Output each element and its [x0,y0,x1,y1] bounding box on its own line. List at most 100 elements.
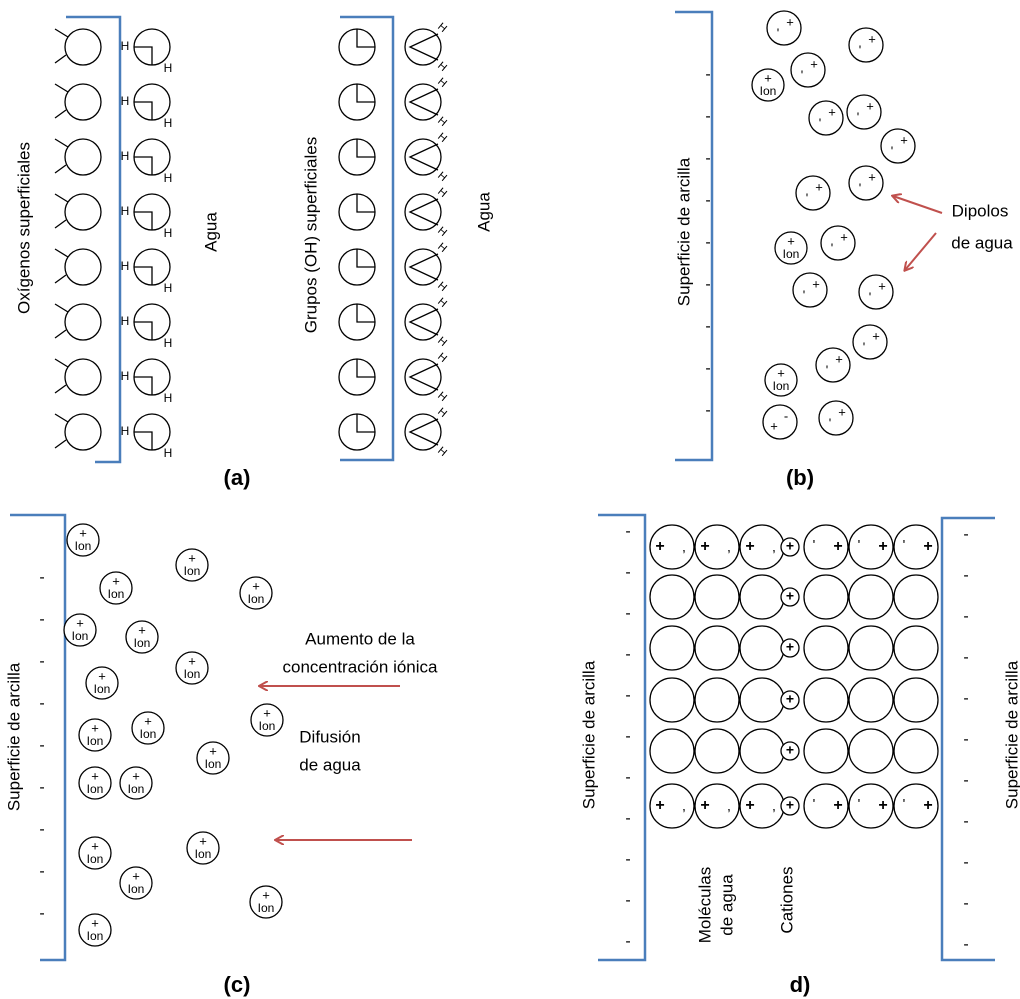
surface-charge: - [625,605,630,622]
hydrogen: H [164,336,173,350]
ion-label: Ion [760,84,777,98]
bond [134,156,153,175]
bond [54,138,69,174]
molecule [764,363,798,397]
charge: + [786,742,794,758]
hydrogen: H [435,76,449,90]
molecule [175,548,209,582]
molecule [78,718,112,752]
bond [134,101,153,120]
hydrogen: H [121,314,130,328]
surface-charge: - [963,936,968,953]
charge: , [727,798,731,814]
charge: + [745,538,754,555]
molecule [893,524,939,570]
molecule [780,741,800,761]
molecule [125,620,159,654]
molecule [404,138,442,176]
molecule [64,138,102,176]
ion-label: Ion [184,667,201,681]
charge: + [833,797,842,814]
ion-label: Ion [140,727,157,741]
molecule [852,324,888,360]
surface-charge: - [39,905,44,922]
surface-charge: - [625,769,630,786]
surface-charge: - [705,402,710,419]
molecule [404,83,442,121]
hydrogen: H [435,241,449,255]
molecule [803,728,849,774]
surface-charge: - [39,737,44,754]
annotation: concentración iónica [283,657,439,676]
charge: , [682,798,686,814]
molecule [848,165,884,201]
molecule [694,574,740,620]
charge: + [923,797,932,814]
surface-charge: - [625,728,630,745]
molecule [893,728,939,774]
hydrogen: H [121,39,130,53]
molecule [780,537,800,557]
bond [356,359,375,378]
charge: + [787,233,795,248]
charge: ' [891,143,893,158]
surface [340,15,395,462]
molecule [78,913,112,947]
bond [408,363,439,391]
charge: ' [858,796,861,812]
surface-charge: - [625,892,630,909]
surface [10,513,67,962]
surface-charge: - [39,695,44,712]
surface-charge: - [39,863,44,880]
molecule [404,303,442,341]
molecule [239,576,273,610]
surface-label: Oxígenos superficiales [14,142,33,314]
hydrogen: H [435,406,449,420]
molecule [780,638,800,658]
molecule [880,128,916,164]
bond [134,431,153,450]
surface [66,15,122,464]
surface-label: Superficie de arcilla [1002,660,1020,809]
charge: + [878,797,887,814]
surface-charge: - [705,192,710,209]
bond [356,194,375,213]
bond [54,358,69,394]
hydrogen: H [435,115,449,129]
hydrogen: H [435,296,449,310]
hydrogen: H [164,61,173,75]
bond [134,46,153,65]
hydrogen: H [121,259,130,273]
molecule [64,248,102,286]
charge: + [655,797,664,814]
charge: + [700,538,709,555]
hydrogen: H [121,204,130,218]
molecule [858,274,894,310]
surface-charge: - [39,653,44,670]
charge: ' [801,67,803,82]
charge: + [786,538,794,554]
surface-charge: - [705,360,710,377]
molecule [404,358,442,396]
charge: , [682,539,686,555]
charge: ' [813,796,816,812]
molecule [78,836,112,870]
surface-label: Grupos (OH) superficiales [301,137,320,334]
charge: ' [903,537,906,553]
charge: ' [857,109,859,124]
bond [54,413,69,449]
bond [54,193,69,229]
molecule [820,225,856,261]
bond [134,376,153,395]
surface-charge: - [625,810,630,827]
hydrogen: H [435,390,449,404]
molecule [186,831,220,865]
molecule [848,27,884,63]
ion-label: Ion [205,757,222,771]
ion-label: Ion [259,719,276,733]
molecule [404,193,442,231]
charge: + [91,720,99,735]
hydrogen: H [164,226,173,240]
ion-label: Ion [87,929,104,943]
molecule [649,625,695,671]
